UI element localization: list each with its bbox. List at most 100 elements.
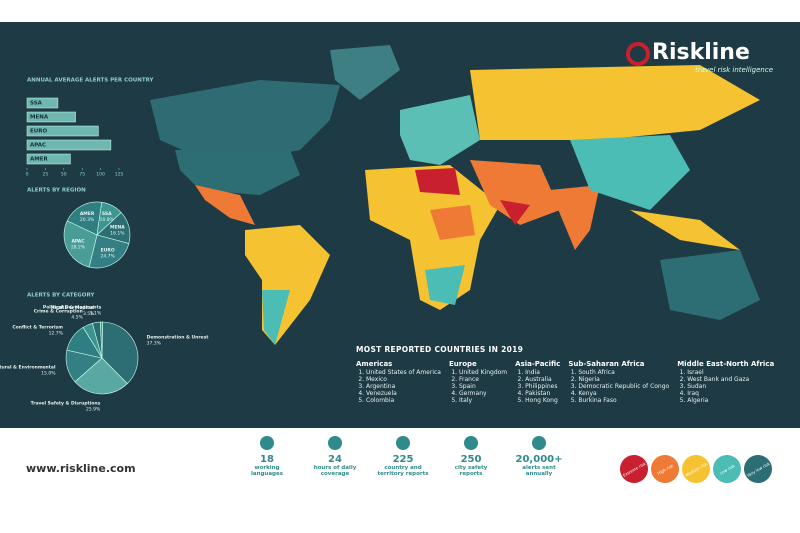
reports-title: MOST REPORTED COUNTRIES IN 2019 <box>356 345 524 354</box>
middle-east <box>470 160 560 225</box>
stat-number: 250 <box>460 454 482 465</box>
yemen <box>500 200 530 225</box>
australia <box>660 250 760 320</box>
pie-value: 1.1% <box>90 311 102 317</box>
pie-slice <box>92 321 103 359</box>
region-name: Middle East-North Africa <box>677 360 775 368</box>
stat: 20,000+ alerts sent annually <box>512 436 566 477</box>
country-list: United KingdomFranceSpainGermanyItaly <box>449 369 507 404</box>
pie-label: Natural & Environmental <box>0 364 56 370</box>
canada <box>150 80 340 160</box>
country: Colombia <box>366 397 441 404</box>
region-name: Americas <box>356 360 393 368</box>
stat: 18 working languages <box>240 436 294 477</box>
country: Argentina <box>366 383 441 390</box>
europe <box>400 95 480 165</box>
pie-label: Conflict & Terrorism <box>12 325 63 331</box>
pie-value: 20.3% <box>80 217 95 223</box>
x-tick-label: 100 <box>96 172 105 178</box>
logo-mark <box>626 42 650 66</box>
southeast-asia <box>630 210 740 250</box>
country: Australia <box>525 376 560 383</box>
country: Iraq <box>687 390 774 397</box>
region-column: Middle East-North AfricaIsraelWest Bank … <box>677 360 774 404</box>
x-tick-label: 75 <box>79 172 85 178</box>
stat-number: 225 <box>392 454 414 465</box>
region-column: Asia-PacificIndiaAustraliaPhilippinesPak… <box>515 360 560 404</box>
bar <box>26 97 59 109</box>
pie-label: SSA <box>102 211 112 217</box>
country: Spain <box>459 383 507 390</box>
country: Nigeria <box>578 376 669 383</box>
category-pie-title: ALERTS BY CATEGORY <box>27 293 95 299</box>
southern-cone <box>262 290 290 345</box>
region-pie-title: ALERTS BY REGION <box>27 188 86 194</box>
brand-name: Riskline <box>652 40 750 65</box>
pie-label: AMER <box>80 211 95 217</box>
website: www.riskline.com <box>26 462 136 475</box>
most-reported: MOST REPORTED COUNTRIES IN 2019 Americas… <box>356 345 786 404</box>
stat-icon <box>464 436 478 450</box>
stat-number: 20,000+ <box>515 454 563 465</box>
x-tick-label: 50 <box>61 172 67 178</box>
pie-slice <box>63 220 98 268</box>
pie-value: 3.5% <box>83 311 95 317</box>
stat-label: hours of daily coverage <box>313 465 357 477</box>
pie-slice <box>88 234 130 269</box>
russia <box>470 65 760 140</box>
bar <box>26 111 76 123</box>
stat: 225 country and territory reports <box>376 436 430 477</box>
pie-value: 4.5% <box>71 314 83 320</box>
country: Sudan <box>687 383 774 390</box>
x-tick-label: 125 <box>115 172 124 178</box>
region-name: Sub-Saharan Africa <box>568 360 645 368</box>
stat-icon <box>396 436 410 450</box>
pie-slice <box>101 321 139 385</box>
country: United States of America <box>366 369 441 376</box>
pie-value: 12.7% <box>49 331 64 337</box>
country: Philippines <box>525 383 560 390</box>
stat-number: 24 <box>328 454 342 465</box>
pie-label: MENA <box>110 224 125 230</box>
country: Pakistan <box>525 390 560 397</box>
southern-africa <box>425 265 465 305</box>
mexico <box>195 185 255 225</box>
india <box>550 185 600 250</box>
pie-value: 10.8% <box>100 217 115 223</box>
pie-slice <box>66 201 103 236</box>
legend-item: Medium risk <box>676 449 716 489</box>
country: Algeria <box>687 397 774 404</box>
pie-value: 24.7% <box>101 254 116 260</box>
country: Mexico <box>366 376 441 383</box>
pie-label: EURO <box>101 248 115 254</box>
country: Hong Kong <box>525 397 560 404</box>
country: Italy <box>459 397 507 404</box>
region-name: Europe <box>448 360 477 368</box>
stat-label: country and territory reports <box>377 465 429 477</box>
legend-item: Extreme risk <box>614 449 654 489</box>
report-columns: AmericasUnited States of AmericaMexicoAr… <box>356 360 786 404</box>
legend-item: Low risk <box>707 449 747 489</box>
greenland <box>330 45 400 100</box>
pie-value: 16.1% <box>110 230 125 236</box>
bar-label: MENA <box>30 115 49 121</box>
country: Germany <box>459 390 507 397</box>
x-tick-label: 25 <box>43 172 49 178</box>
country: Israel <box>687 369 774 376</box>
risk-legend: Extreme risk High risk Medium risk Low risk… <box>614 449 778 489</box>
bar <box>26 153 71 165</box>
pie-label: Demonstration & Unrest <box>147 335 210 341</box>
country-list: IndiaAustraliaPhilippinesPakistanHong Ko… <box>515 369 560 404</box>
stat: 250 city safety reports <box>444 436 498 477</box>
pie-slice <box>74 357 128 395</box>
stat-label: alerts sent annually <box>522 465 556 477</box>
region-column: Sub-Saharan AfricaSouth AfricaNigeriaDem… <box>568 360 669 404</box>
pie-value: 37.3% <box>147 341 162 347</box>
country-list: United States of AmericaMexicoArgentinaV… <box>356 369 441 404</box>
country: South Africa <box>578 369 669 376</box>
usa <box>175 150 300 195</box>
china <box>570 135 690 210</box>
country-list: South AfricaNigeriaDemocratic Republic o… <box>568 369 669 404</box>
